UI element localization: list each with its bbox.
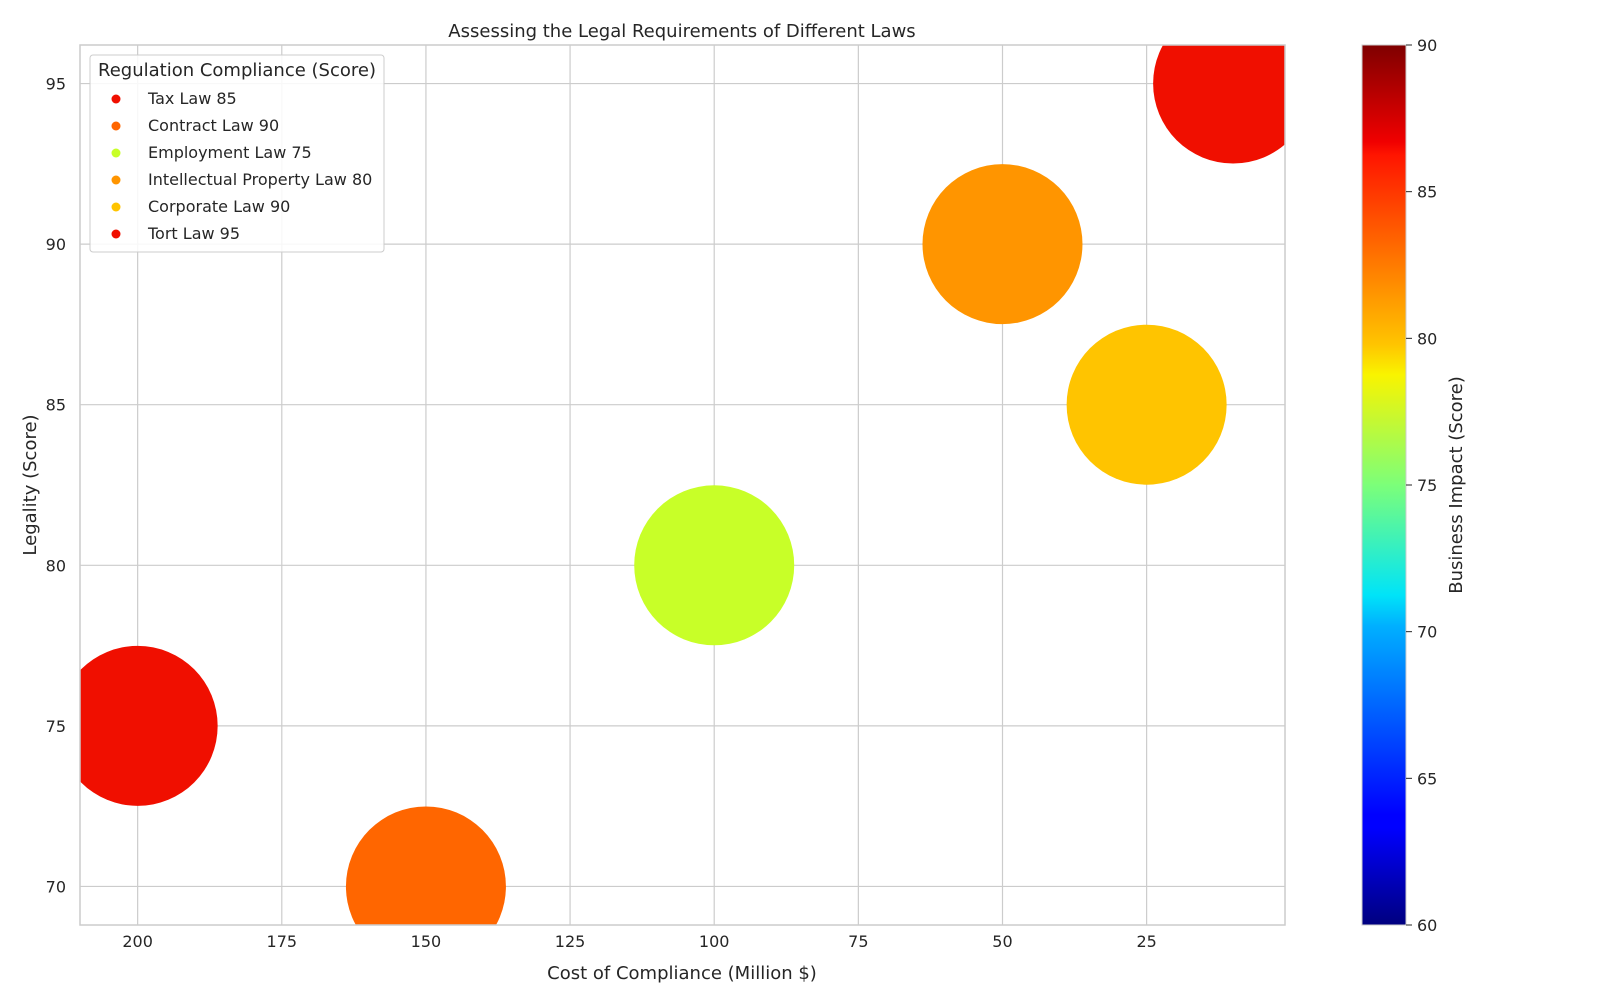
x-tick-labels: 200 175 150 125 100 75 50 25	[122, 932, 1156, 951]
colorbar-tick-label: 80	[1417, 329, 1437, 348]
x-tick-label: 25	[1136, 932, 1156, 951]
colorbar-tick-label: 65	[1417, 769, 1437, 788]
bubble-employment-law-75	[634, 485, 795, 646]
bubble-corporate-law-90	[1066, 324, 1227, 485]
y-tick-label: 95	[46, 75, 66, 94]
y-axis-label: Legality (Score)	[20, 414, 41, 555]
colorbar-label: Business Impact (Score)	[1446, 376, 1467, 594]
colorbar-tick-label: 85	[1417, 183, 1437, 202]
legend-entry: Contract Law 90	[148, 116, 279, 135]
x-tick-label: 100	[699, 932, 730, 951]
x-tick-label: 75	[848, 932, 868, 951]
legend-box	[89, 54, 385, 253]
y-tick-label: 90	[46, 235, 66, 254]
legend-marker	[111, 94, 121, 104]
plot-frame	[79, 44, 1286, 926]
x-tick-label: 50	[992, 932, 1012, 951]
colorbar-tick-label: 90	[1417, 36, 1437, 55]
legend-entry: Corporate Law 90	[148, 197, 290, 216]
bubbles	[80, 45, 1285, 925]
colorbar-tick-label: 75	[1417, 476, 1437, 495]
x-tick-label: 150	[411, 932, 442, 951]
legend-entry: Employment Law 75	[148, 143, 312, 162]
legend-items: Tax Law 85 Contract Law 90 Employment Law …	[111, 89, 372, 243]
legend-marker	[111, 229, 121, 239]
legend: Regulation Compliance (Score) Tax Law 85…	[89, 54, 385, 253]
y-tick-labels: 70 75 80 85 90 95	[46, 75, 66, 897]
legend-marker	[111, 175, 121, 185]
x-axis-label: Cost of Compliance (Million $)	[547, 963, 817, 984]
colorbar-tick-label: 70	[1417, 623, 1437, 642]
bubble-intellectual-property-law-80	[922, 164, 1083, 325]
legend-entry: Tax Law 85	[147, 89, 237, 108]
legend-entry: Intellectual Property Law 80	[148, 170, 372, 189]
colorbar-ticks: 60 65 70 75 80 85 90	[1406, 36, 1437, 935]
y-tick-label: 70	[46, 877, 66, 896]
legend-marker	[111, 148, 121, 158]
x-tick-label: 175	[267, 932, 298, 951]
y-tick-label: 75	[46, 717, 66, 736]
legend-marker	[111, 121, 121, 131]
y-tick-label: 85	[46, 396, 66, 415]
colorbar-tick-label: 60	[1417, 916, 1437, 935]
colorbar-gradient	[1361, 44, 1407, 926]
legend-title: Regulation Compliance (Score)	[98, 60, 376, 81]
colorbar: 60 65 70 75 80 85 90 Business Impact (Score)	[1361, 36, 1467, 935]
y-tick-label: 80	[46, 556, 66, 575]
chart-title: Assessing the Legal Requirements of Diff…	[448, 21, 915, 42]
x-tick-label: 125	[555, 932, 586, 951]
bubble-tax-law-85	[1153, 45, 1285, 164]
legend-entry: Tort Law 95	[147, 224, 240, 243]
x-tick-label: 200	[122, 932, 153, 951]
legend-marker	[111, 202, 121, 212]
bubble-contract-law-90	[345, 806, 506, 925]
bubble-tort-law-95	[80, 645, 218, 806]
